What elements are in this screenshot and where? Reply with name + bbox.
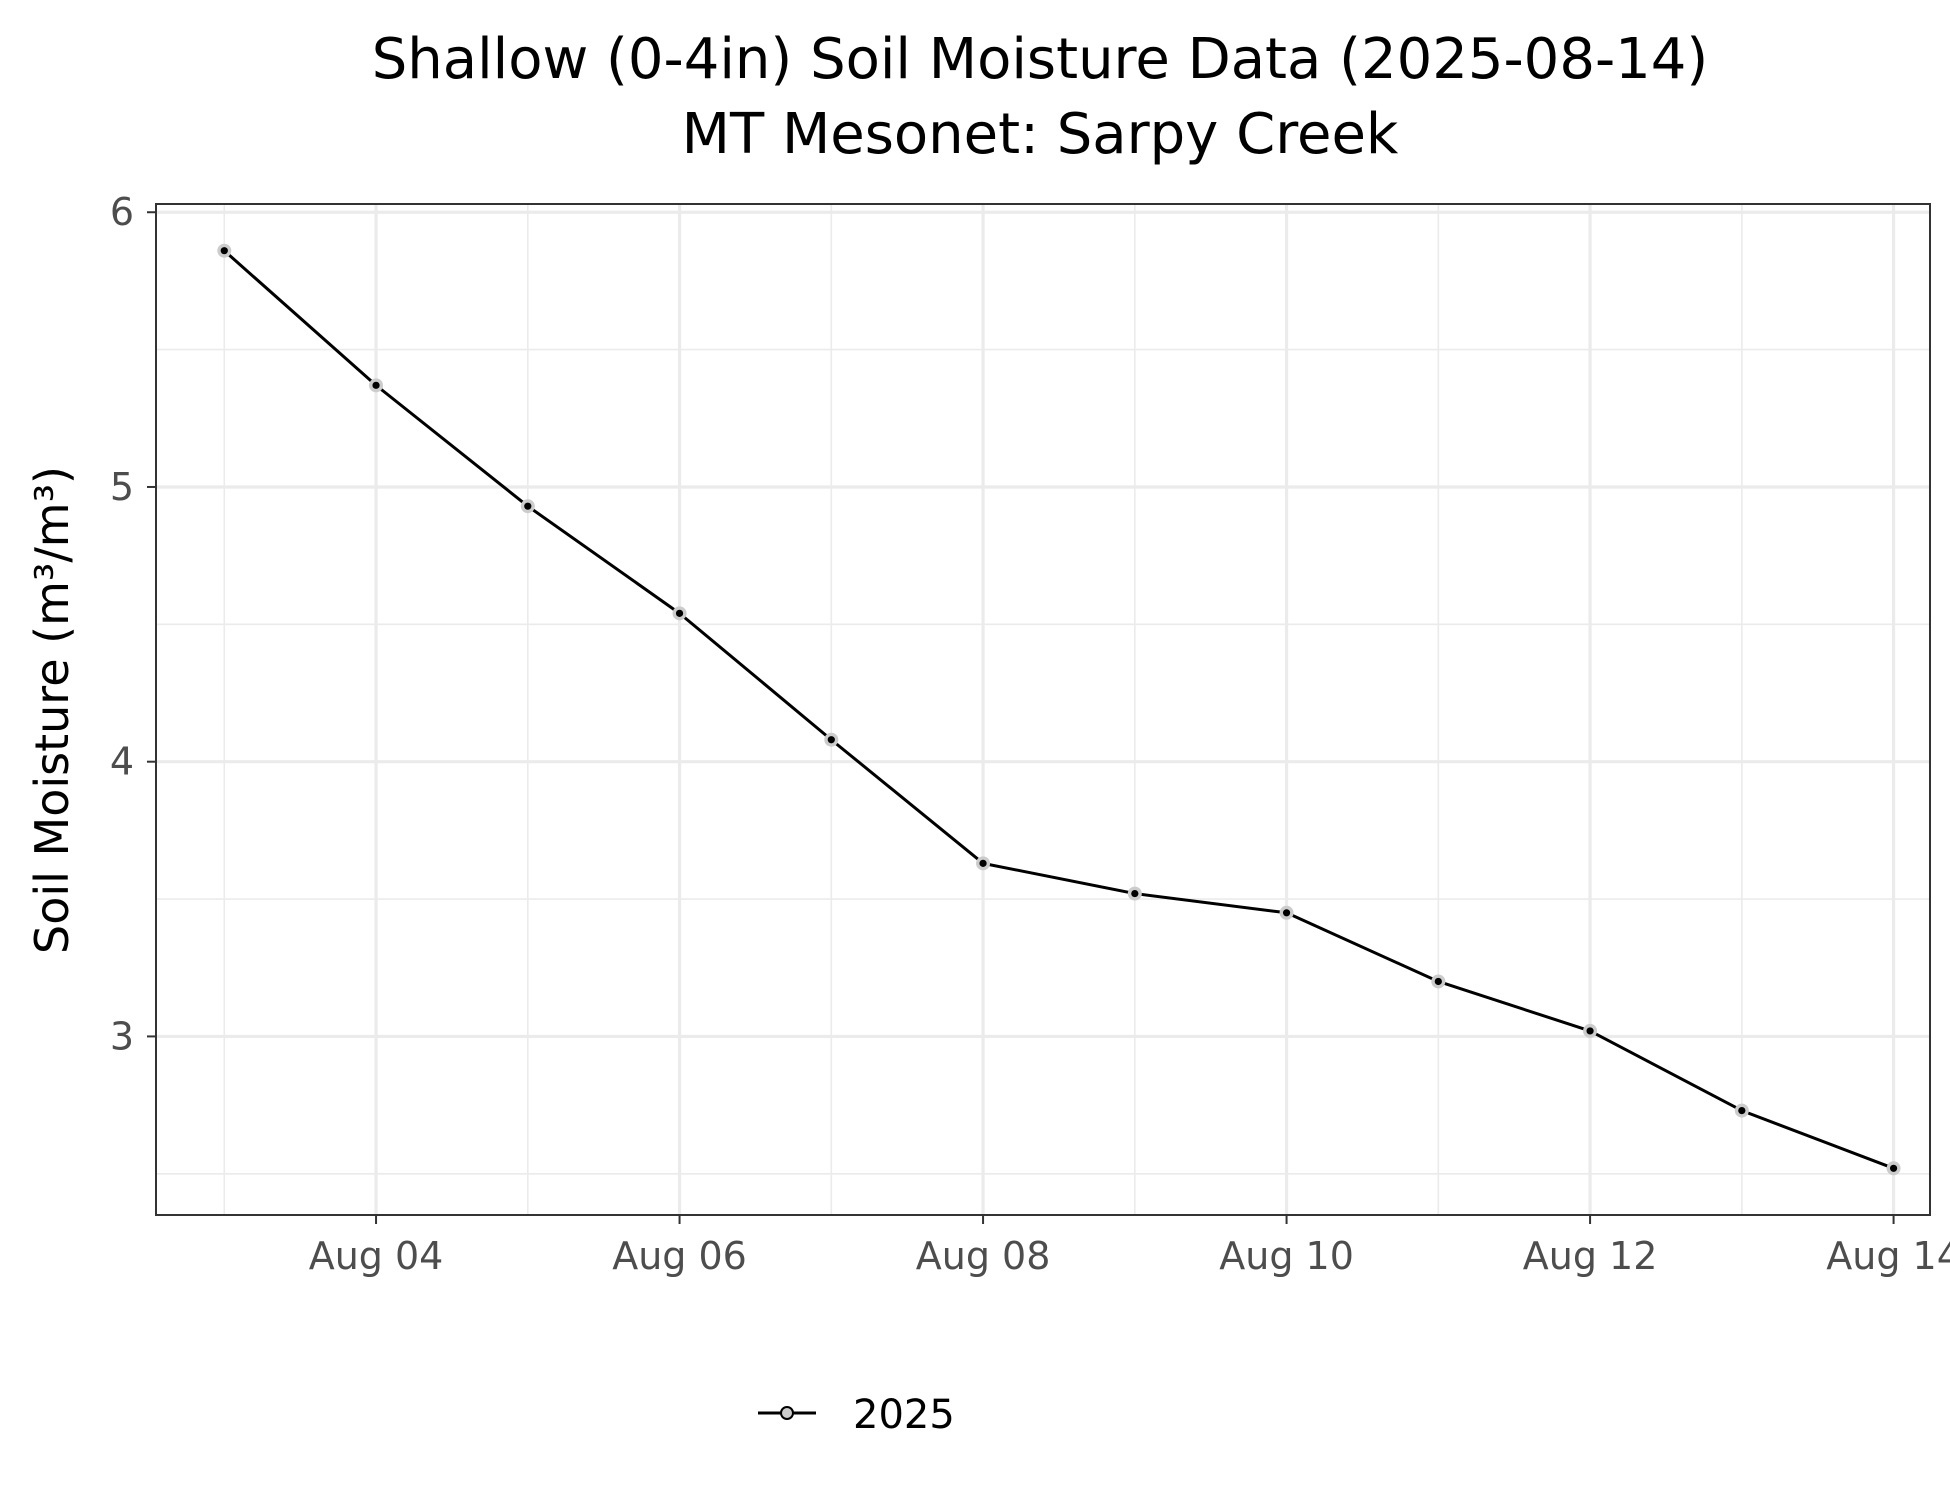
data-point bbox=[1586, 1027, 1594, 1035]
data-point bbox=[1889, 1164, 1898, 1172]
legend: 2025 bbox=[758, 1392, 955, 1438]
data-point bbox=[220, 247, 228, 255]
data-point bbox=[1131, 889, 1139, 898]
data-point bbox=[1434, 977, 1442, 986]
chart-subtitle: MT Mesonet: Sarpy Creek bbox=[682, 102, 1399, 167]
legend-label: 2025 bbox=[853, 1392, 955, 1438]
y-tick-label: 3 bbox=[110, 1014, 134, 1058]
x-axis: Aug 04 Aug 06 Aug 08 Aug 10 Aug 12 Aug 14 bbox=[309, 1215, 1950, 1278]
plot-border bbox=[155, 203, 1931, 1216]
y-tick-label: 6 bbox=[110, 190, 134, 234]
data-point bbox=[827, 736, 835, 744]
x-tick-label: Aug 08 bbox=[916, 1234, 1051, 1278]
x-tick-label: Aug 04 bbox=[309, 1234, 444, 1278]
plot-panel bbox=[156, 204, 1930, 1215]
y-axis: 3 4 5 6 bbox=[110, 190, 156, 1058]
y-tick-label: 4 bbox=[110, 740, 134, 784]
data-point bbox=[675, 609, 684, 617]
chart-title: Shallow (0-4in) Soil Moisture Data (2025… bbox=[372, 27, 1709, 92]
major-gridlines bbox=[156, 204, 1930, 1215]
plot-area bbox=[155, 203, 1931, 1216]
legend-key-marker bbox=[780, 1406, 794, 1420]
data-point bbox=[1282, 909, 1291, 917]
y-tick-label: 5 bbox=[110, 465, 134, 509]
x-tick-label: Aug 12 bbox=[1523, 1234, 1658, 1278]
series-line-2025 bbox=[223, 249, 1895, 1170]
data-point bbox=[979, 859, 987, 867]
minor-gridlines bbox=[156, 204, 1930, 1215]
x-tick-label: Aug 14 bbox=[1826, 1234, 1950, 1278]
series-layer bbox=[217, 243, 1901, 1176]
data-point bbox=[524, 502, 532, 510]
x-tick-label: Aug 06 bbox=[612, 1234, 747, 1278]
y-axis-label: Soil Moisture (m³/m³) bbox=[25, 466, 79, 954]
data-point bbox=[372, 381, 380, 389]
data-point bbox=[1738, 1107, 1746, 1115]
x-tick-label: Aug 10 bbox=[1219, 1234, 1354, 1278]
